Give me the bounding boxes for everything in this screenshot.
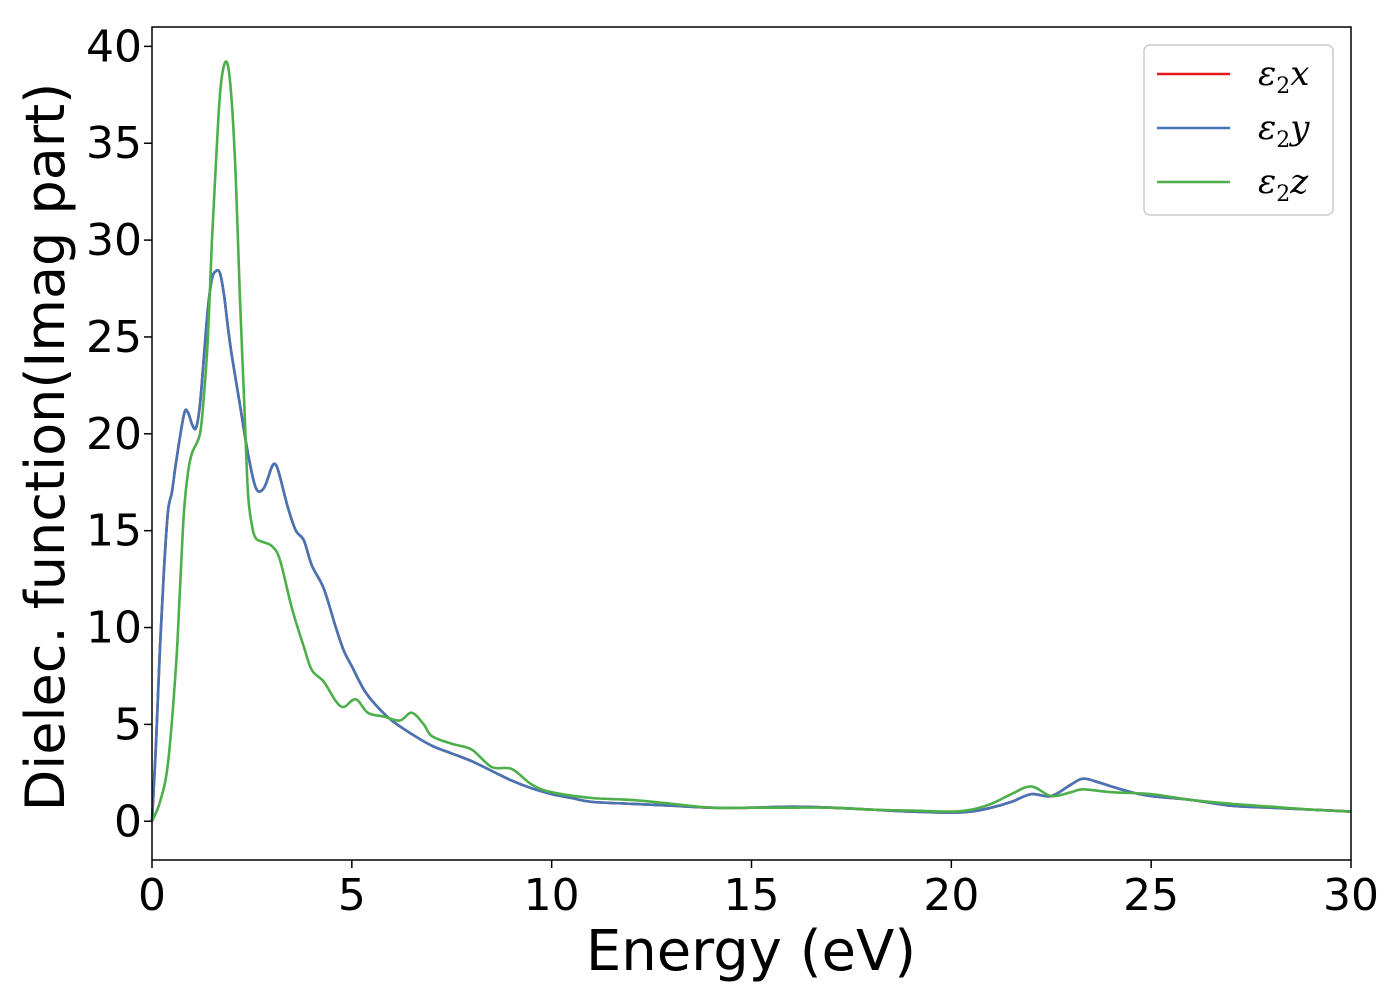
series-layer <box>150 60 1352 822</box>
y-tick-label: 20 <box>86 409 142 460</box>
legend: ε2x ε2y ε2z <box>1143 44 1334 216</box>
y-tick-label: 15 <box>86 506 142 557</box>
y-tick-label: 30 <box>86 215 142 266</box>
legend-label-x: ε2x <box>1258 54 1309 99</box>
x-tick-label: 25 <box>1123 870 1179 921</box>
y-tick-label: 25 <box>86 312 142 363</box>
legend-label-y: ε2y <box>1258 108 1310 153</box>
series-line-z <box>150 60 1352 822</box>
y-axis-title: Dielec. function(Imag part) <box>14 83 77 812</box>
x-axis-title: Energy (eV) <box>586 919 916 984</box>
y-tick-label: 40 <box>86 21 142 72</box>
x-tick-label: 20 <box>923 870 979 921</box>
legend-box <box>1143 44 1334 216</box>
series-line-y <box>150 268 1352 822</box>
x-tick-label: 5 <box>338 870 366 921</box>
y-tick-label: 0 <box>114 796 142 847</box>
legend-label-z: ε2z <box>1258 162 1309 207</box>
y-tick-label: 10 <box>86 603 142 654</box>
x-tick-label: 30 <box>1323 870 1379 921</box>
x-tick-label: 15 <box>724 870 780 921</box>
x-tick-label: 10 <box>524 870 580 921</box>
ticks-layer: 0 5 10 15 20 25 30 0 5 10 15 20 25 30 35 40 <box>86 21 1379 921</box>
y-tick-label: 5 <box>114 699 142 750</box>
x-tick-label: 0 <box>138 870 166 921</box>
y-tick-label: 35 <box>86 118 142 169</box>
